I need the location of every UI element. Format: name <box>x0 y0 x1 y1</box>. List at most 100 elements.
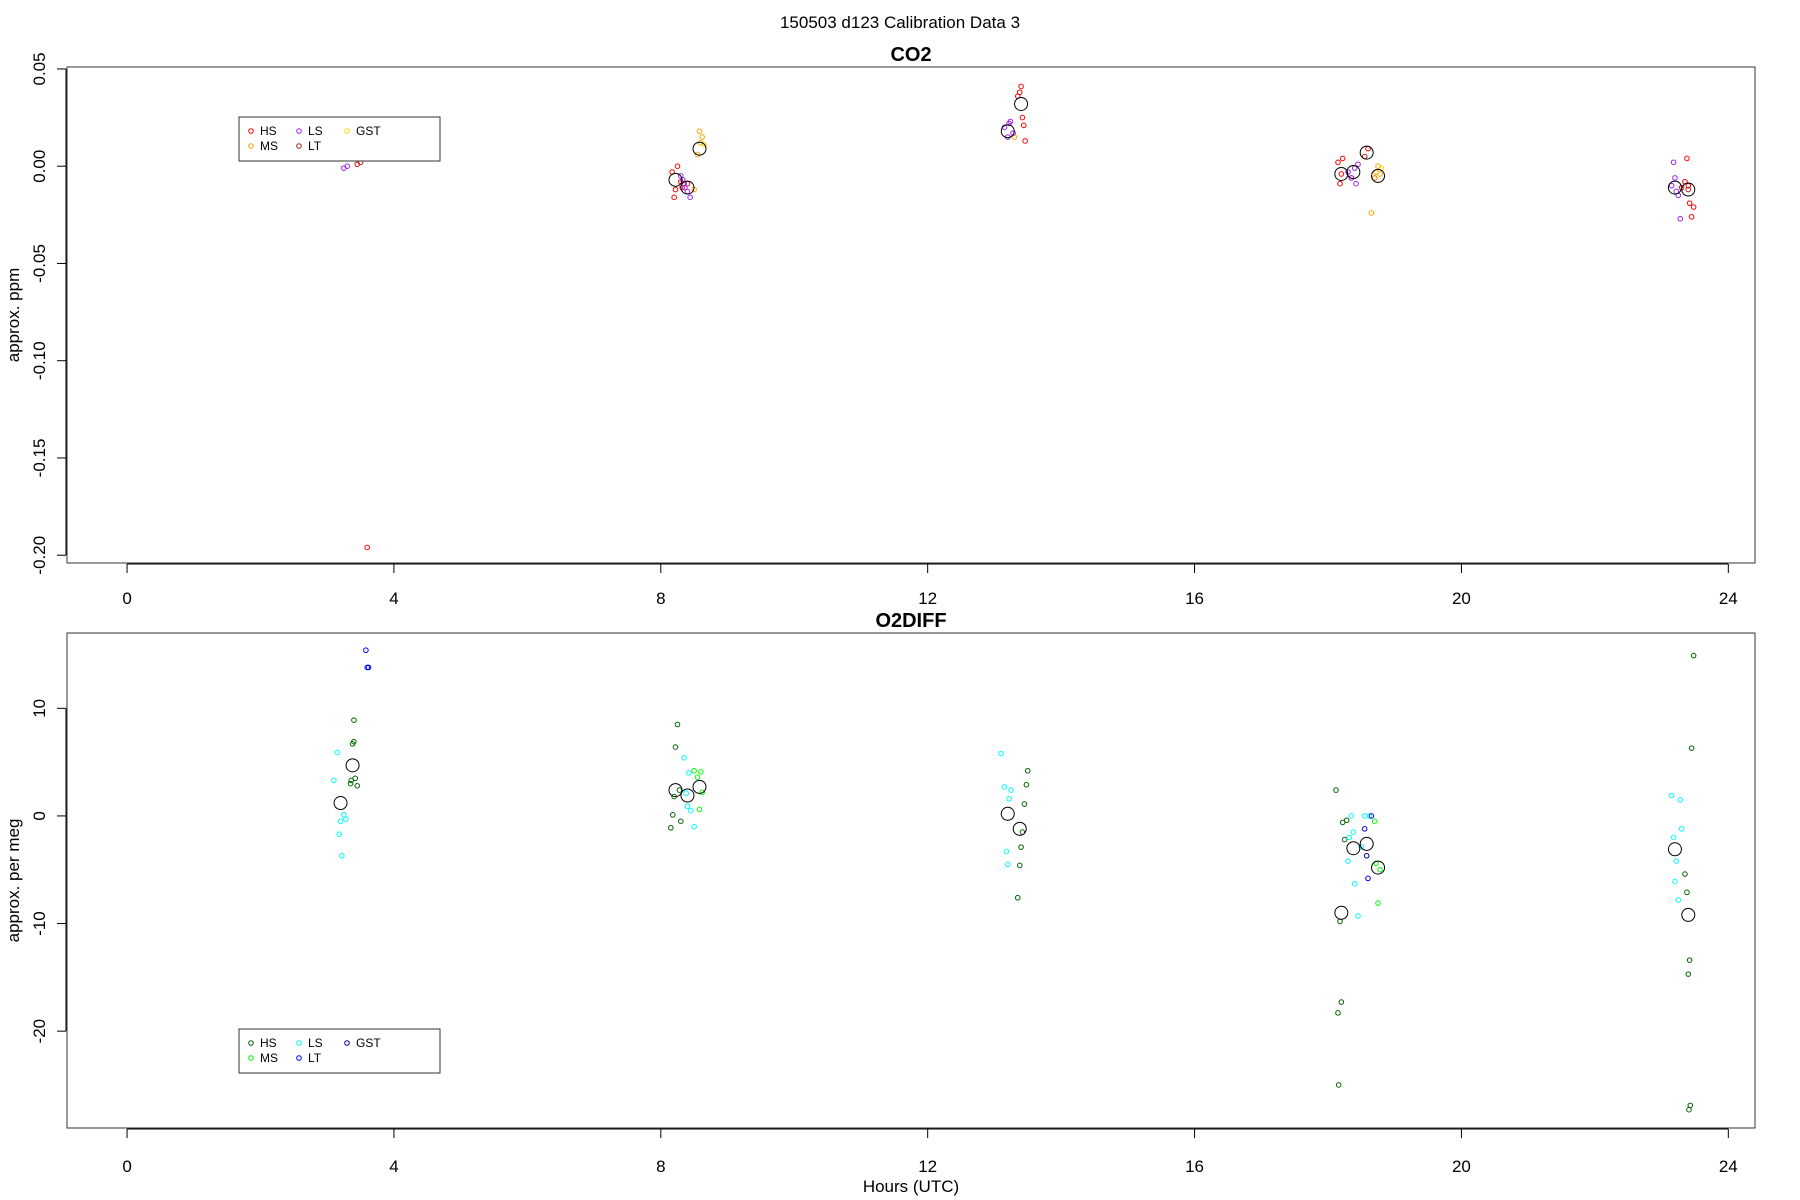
data-point <box>1006 120 1012 127</box>
legend-marker <box>296 128 302 134</box>
series-ms <box>691 767 1383 906</box>
mean-markers <box>668 96 1696 197</box>
legend-label: HS <box>260 124 277 138</box>
data-point <box>672 186 679 193</box>
data-point <box>354 783 361 789</box>
mean-marker <box>333 796 348 811</box>
legend-item-hs: HS <box>248 1036 277 1050</box>
chart-panels: CO2 0 4 8 12 16 20 24 -0.20 -0.15 -0.10 -0.05 0.00 0.… <box>4 44 1756 1196</box>
series-hs <box>354 83 1697 551</box>
data-point <box>699 134 705 140</box>
data-point <box>1361 826 1368 832</box>
mean-marker <box>1346 165 1361 180</box>
data-point <box>1348 175 1355 181</box>
legend-label: MS <box>260 1051 278 1065</box>
data-point <box>1351 880 1358 887</box>
data-point <box>1358 844 1365 850</box>
legend-item-hs: HS <box>248 124 277 138</box>
data-point <box>1346 834 1353 841</box>
data-point <box>1023 781 1030 788</box>
data-point <box>1366 813 1373 819</box>
data-point <box>1673 858 1680 864</box>
legend-marker <box>296 1040 302 1046</box>
data-point <box>1678 826 1685 832</box>
y-tick-label: 0.05 <box>30 52 49 85</box>
panel-title: CO2 <box>890 44 931 66</box>
series-ms <box>691 128 1383 216</box>
data-point <box>668 824 674 831</box>
legend-marker <box>344 1040 350 1046</box>
mean-marker <box>1359 836 1374 851</box>
legend-marker <box>248 1040 254 1046</box>
data-point <box>1670 159 1677 166</box>
data-point <box>1368 210 1375 216</box>
data-point <box>1365 875 1371 882</box>
mean-marker <box>1681 907 1696 922</box>
data-point <box>1677 215 1684 222</box>
data-point <box>351 738 357 745</box>
legend-item-ls: LS <box>296 1036 323 1050</box>
data-point <box>1688 745 1695 751</box>
mean-markers <box>333 758 1696 922</box>
data-point <box>1670 834 1677 841</box>
mean-marker <box>1000 124 1015 139</box>
series-gst <box>1363 852 1370 859</box>
legend-item-ms: MS <box>248 139 278 153</box>
data-point <box>694 151 701 158</box>
data-point <box>684 188 691 195</box>
series-hs <box>347 652 1697 1113</box>
y-tick-label: -0.05 <box>30 244 49 283</box>
data-point <box>1668 792 1675 799</box>
data-point <box>1677 796 1684 803</box>
data-point <box>1345 858 1351 864</box>
y-tick-label: -10 <box>30 911 49 936</box>
data-point <box>336 831 343 838</box>
y-tick-label: 10 <box>30 699 49 718</box>
data-point <box>1353 180 1359 187</box>
legend-label: MS <box>260 139 278 153</box>
panel-title: O2DIFF <box>875 610 946 632</box>
data-point <box>1684 889 1690 896</box>
mean-marker <box>1334 905 1349 920</box>
data-point <box>1022 138 1028 144</box>
data-point <box>1361 813 1368 819</box>
data-point <box>1672 878 1678 885</box>
data-point <box>343 816 349 822</box>
data-point <box>341 812 347 818</box>
data-point <box>676 787 683 793</box>
data-point <box>688 807 694 814</box>
data-point <box>363 647 369 654</box>
data-point <box>331 777 337 784</box>
series-lt <box>357 153 1692 193</box>
x-tick-label: 12 <box>918 589 937 608</box>
data-point <box>687 194 693 201</box>
data-point <box>1018 844 1024 850</box>
series-lt <box>363 647 1375 882</box>
mean-marker <box>1371 860 1386 875</box>
x-tick-label: 8 <box>656 589 665 608</box>
series-ls <box>331 749 1685 919</box>
data-point <box>691 823 697 830</box>
data-point <box>1363 852 1370 859</box>
mean-marker <box>345 758 360 773</box>
data-point <box>1684 155 1690 162</box>
series-gst <box>701 142 1385 171</box>
data-point <box>1377 171 1383 177</box>
data-point <box>1350 829 1357 835</box>
data-point <box>351 717 357 723</box>
data-point <box>671 194 677 201</box>
data-point <box>1021 801 1028 807</box>
data-point <box>1019 114 1026 121</box>
data-point <box>1686 1106 1692 1113</box>
mean-marker <box>1667 842 1682 857</box>
data-point <box>1685 186 1692 193</box>
data-point <box>1335 1010 1341 1016</box>
data-point <box>1343 817 1350 824</box>
data-point <box>696 128 703 134</box>
data-point <box>672 744 679 750</box>
legend-box <box>238 116 441 162</box>
y-tick-label: -20 <box>30 1019 49 1044</box>
data-point <box>1348 813 1355 819</box>
data-point <box>1018 83 1024 90</box>
data-point <box>1339 155 1346 162</box>
